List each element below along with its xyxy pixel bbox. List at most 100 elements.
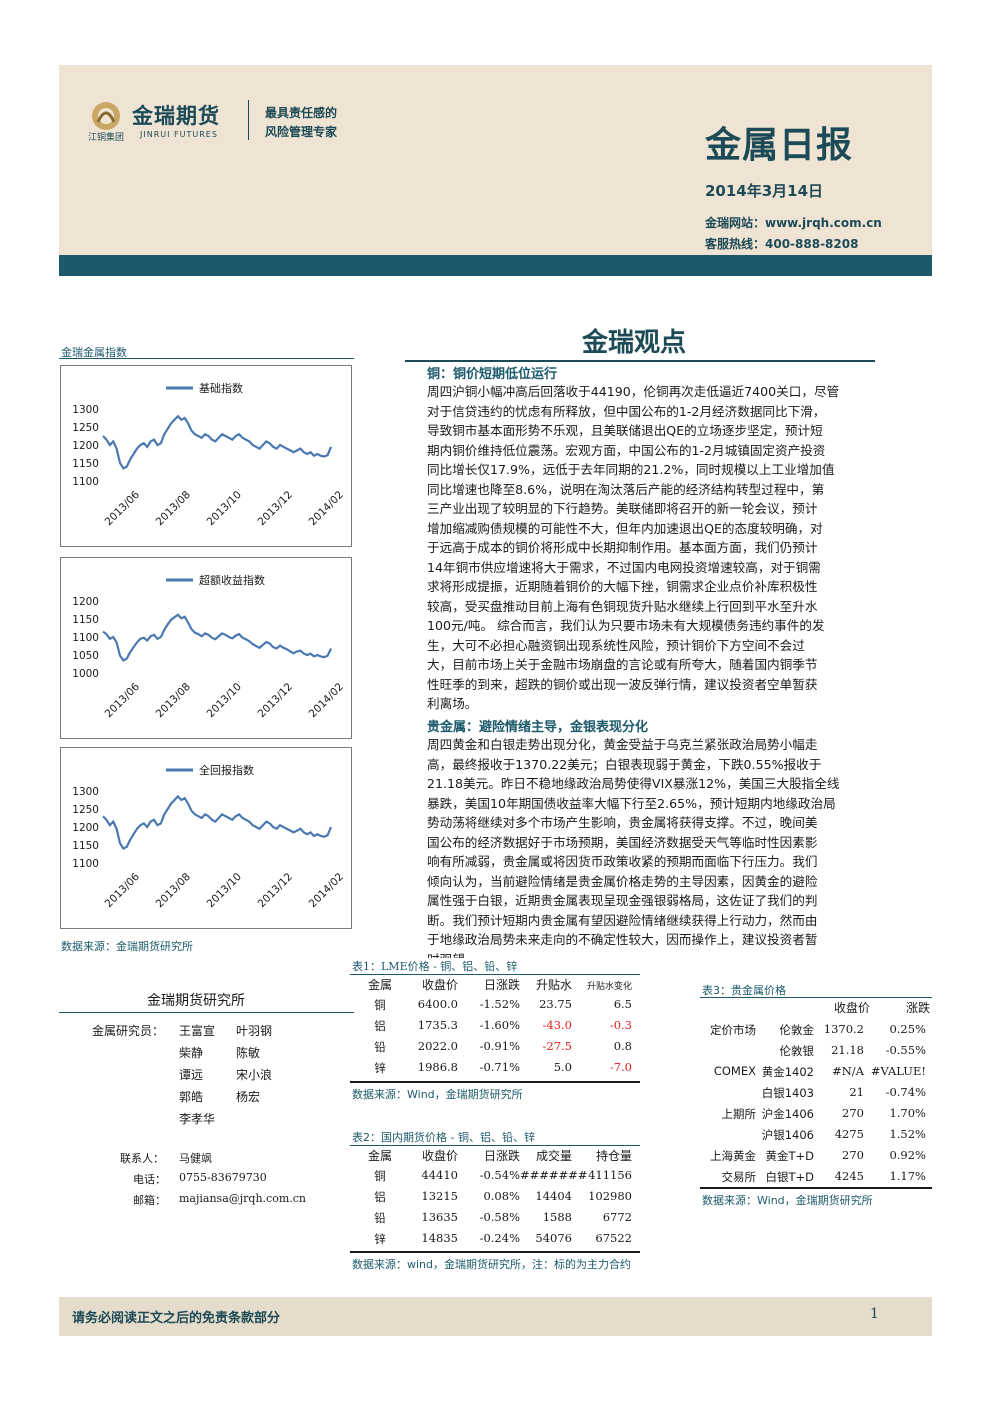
table-cell: 102980: [588, 1189, 632, 1203]
table-cell: -0.58%: [479, 1210, 520, 1224]
table-cell: 270: [842, 1148, 864, 1162]
company-group: 江铜集团: [88, 133, 125, 143]
logo-divider: [248, 100, 249, 140]
table-cell: 1735.3: [417, 1018, 458, 1032]
copper-text-line: 较高，受买盘推动目前上海有色铜现货升贴水继续上行回到平水至升水: [427, 598, 818, 614]
x-tick-label: 2013/12: [256, 489, 295, 528]
chart-svg: 超额收益指数 1200 1150 1100 1050 1000 2013/06 2013/08…: [72, 573, 346, 720]
table-cell: 0.08%: [483, 1189, 520, 1203]
copper-text-line: 求将形成提振，近期随着铜价的大幅下挫，铜需求企业点价补库积极性: [427, 579, 818, 594]
y-tick-label: 1150: [72, 614, 99, 626]
x-tick-label: 2014/02: [307, 871, 346, 910]
table-cell: -0.3: [609, 1018, 632, 1032]
precious-text-line: 属性强于白银，近期贵金属表现呈现金强银弱格局，这佐证了我们的判: [427, 893, 818, 908]
copper-text-line: 于远高于成本的铜价将形成中长期抑制作用。基本面方面，我们仍预计: [427, 540, 818, 555]
copper-text-line: 14年铜市供应增速将大于需求，不过国内电网投资增速较高，对于铜需: [427, 559, 821, 575]
y-tick-label: 1300: [72, 404, 99, 416]
table-cell: 铝: [374, 1019, 386, 1033]
email-address[interactable]: majiansa@jrqh.com.cn: [179, 1192, 307, 1205]
contract-label: 白银T+D: [765, 1170, 814, 1184]
table-cell: -0.91%: [479, 1039, 520, 1053]
table-cell: 6.5: [613, 997, 632, 1011]
table-header: 收盘价: [421, 1149, 458, 1163]
table-cell: 6772: [602, 1210, 632, 1224]
copper-commentary: 周四沪铜小幅冲高后回落收于44190，伦铜再次走低逼近7400关口，尽管 对于信贷…: [427, 382, 897, 714]
domestic-futures-price-table: 金属 收盘价 日涨跌 成交量 持仓量铜 44410 -0.54% ####### 411156 铝…: [350, 1147, 640, 1251]
table2-source: 数据来源：wind，金瑞期货研究所，注：标的为主力合约: [352, 1258, 632, 1271]
precious-text-line: 国公布的经济数据好于市场预期，美国经济数据受天气等临时性因素影: [427, 834, 818, 850]
researcher-name: 杨宏: [236, 1090, 261, 1104]
y-tick-label: 1050: [72, 650, 99, 662]
disclaimer-link[interactable]: 请务必阅读正文之后的免责条款部分: [72, 1311, 281, 1326]
table-cell: 67522: [595, 1231, 632, 1245]
contract-label: 黄金T+D: [765, 1149, 814, 1163]
y-tick-label: 1100: [72, 632, 99, 644]
company-english-name: JINRUI FUTURES: [140, 130, 218, 139]
charts-panel-title: 金瑞金属指数: [61, 346, 127, 359]
copper-text-line: 性旺季的到来，超跌的铜价或出现一波反弹行情，建议投资者空单暂获: [427, 676, 818, 692]
copper-heading: 铜：铜价短期低位运行: [427, 367, 558, 382]
precious-text-line: 暴跌，美国10年期国债收益率大幅下行至2.65%，预计短期内地缘政治局: [427, 795, 836, 811]
table-header: 成交量: [535, 1149, 572, 1163]
website-link[interactable]: 金瑞网站：www.jrqh.com.cn: [705, 216, 882, 230]
table-cell: -0.71%: [479, 1060, 520, 1074]
table-cell: 铜: [374, 1169, 386, 1183]
y-tick-label: 1200: [72, 822, 99, 834]
y-tick-label: 1150: [72, 458, 99, 470]
y-tick-label: 1250: [72, 422, 99, 434]
table-cell: 6400.0: [417, 997, 458, 1011]
table-cell: 锌: [374, 1232, 386, 1246]
table-cell: 铅: [374, 1211, 386, 1225]
header-banner: [59, 65, 932, 255]
table-cell: 2022.0: [417, 1039, 458, 1053]
y-tick-label: 1100: [72, 476, 99, 488]
table-cell: 锌: [374, 1061, 386, 1075]
researcher-name: 宋小浪: [236, 1068, 273, 1082]
table-cell: 1370.2: [823, 1022, 864, 1036]
market-label: 定价市场: [710, 1023, 756, 1037]
table3-bottom-rule: [700, 1187, 932, 1189]
table2-bottom-rule: [350, 1251, 640, 1253]
table-cell: 铝: [374, 1190, 386, 1204]
table-cell: -1.52%: [479, 997, 520, 1011]
table-cell: -0.74%: [885, 1085, 926, 1099]
table-cell: 5.0: [553, 1060, 572, 1074]
chart-svg: 基础指数 1300 1250 1200 1150 1100 2013/06 2013/08 20…: [72, 381, 346, 528]
table-cell: -7.0: [609, 1060, 632, 1074]
phone-number: 0755-83679730: [179, 1171, 267, 1184]
copper-text-line: 生，大可不必担心融资铜出现系统性风险，预计铜价下方空间不会过: [427, 637, 805, 653]
institute-title: 金瑞期货研究所: [147, 993, 245, 1009]
precious-metals-heading: 贵金属：避险情绪主导，金银表现分化: [427, 720, 649, 735]
contract-label: 白银1403: [761, 1086, 814, 1100]
copper-text-line: 利离场。: [427, 696, 478, 711]
header-accent-bar: [59, 255, 932, 276]
legend-label: 全回报指数: [199, 763, 254, 777]
x-tick-label: 2013/08: [154, 871, 193, 910]
copper-text-line: 对于信贷违约的忧虑有所释放，但中国公布的1-2月经济数据同比下滑，: [427, 403, 826, 419]
footer-bar: [59, 1297, 932, 1336]
table-cell: 13215: [421, 1189, 458, 1203]
contract-label: 伦敦银: [779, 1044, 815, 1058]
table-cell: -1.60%: [479, 1018, 520, 1032]
table3-top-rule: [700, 997, 932, 998]
table-cell: 1588: [542, 1210, 572, 1224]
table-header: 金属: [367, 978, 392, 992]
institute-rule: [59, 1012, 354, 1013]
x-tick-label: 2014/02: [307, 489, 346, 528]
precious-text-line: 断。我们预计短期内贵金属有望因避险情绪继续获得上行动力，然而由: [427, 912, 818, 928]
table-cell: 13635: [421, 1210, 458, 1224]
precious-metals-commentary: 周四黄金和白银走势出现分化，黄金受益于乌克兰紧张政治局势小幅走 高，最终报收于13…: [427, 735, 897, 969]
copper-text-line: 增加缩减购债规模的可能性不大，但年内加速退出QE的态度较明确，对: [427, 520, 823, 536]
table-cell: 54076: [535, 1231, 572, 1245]
table-cell: 4245: [834, 1169, 864, 1183]
total-return-index-chart: 全回报指数 1300 1250 1200 1150 1100 2013/06 2013/08 2…: [60, 747, 352, 929]
series-line: [102, 794, 333, 851]
precious-text-line: 高，最终报收于1370.22美元；白银表现弱于黄金，下跌0.55%报收于: [427, 756, 822, 772]
precious-text-line: 势动荡将继续对多个市场产生影响，贵金属将获得支撑。不过，晚间美: [427, 815, 818, 830]
page-number: 1: [870, 1306, 879, 1322]
slogan-line-2: 风险管理专家: [265, 125, 338, 139]
x-tick-label: 2013/10: [205, 681, 244, 720]
precious-text-line: 于地缘政治局势未来走向的不确定性较大，因而操作上，建议投资者暂: [427, 932, 818, 947]
excess-return-index-chart: 超额收益指数 1200 1150 1100 1050 1000 2013/06 2013/08…: [60, 557, 352, 739]
table-cell: -0.54%: [479, 1168, 520, 1182]
